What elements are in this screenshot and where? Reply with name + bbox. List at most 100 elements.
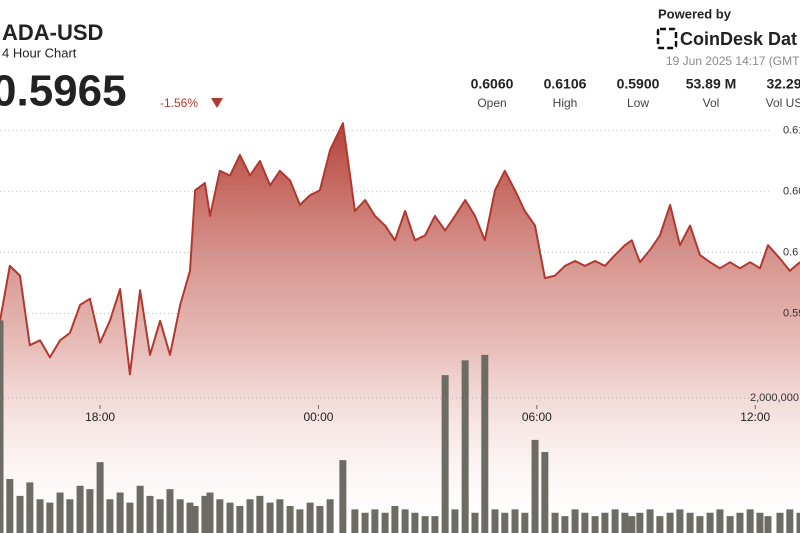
volume-bar (666, 512, 674, 533)
volume-bar (106, 499, 114, 533)
volume-bar (696, 516, 704, 533)
volume-bar (96, 462, 104, 533)
volume-bar (501, 512, 509, 533)
volume-bar (511, 509, 519, 533)
volume-bar (541, 452, 549, 533)
x-tick-label: 18:00 (85, 410, 115, 424)
volume-bar (561, 516, 569, 533)
volume-bar (421, 516, 429, 533)
volume-bar (226, 502, 234, 533)
volume-bar (176, 499, 184, 533)
volume-bar (146, 495, 154, 533)
y2-tick-label: 2,000,000 (750, 392, 799, 404)
volume-bar (531, 439, 539, 533)
volume-bar (246, 499, 254, 533)
stat-value: 53.89 M (686, 76, 737, 92)
volume-bar (401, 509, 409, 533)
volume-bar (256, 495, 264, 533)
brand-icon (656, 27, 678, 50)
stat-label: Low (627, 96, 649, 110)
timestamp: 19 Jun 2025 14:17 (GMT (666, 54, 800, 68)
volume-bar (6, 479, 14, 533)
y-tick-label: 0.595 (783, 307, 800, 319)
volume-bar (46, 502, 54, 533)
volume-bar (306, 502, 314, 533)
pair-title: ADA-USD (2, 20, 103, 45)
volume-bar (451, 509, 459, 533)
volume-bar (126, 502, 134, 533)
volume-bar (381, 512, 389, 533)
x-tick-label: 12:00 (740, 410, 770, 424)
subtitle: 4 Hour Chart (2, 45, 77, 60)
volume-bar (551, 512, 559, 533)
volume-bar (746, 509, 754, 533)
volume-bar (716, 509, 724, 533)
price-area (0, 123, 800, 533)
volume-bar (431, 516, 439, 533)
volume-bar (26, 482, 34, 533)
volume-bar (286, 506, 294, 533)
volume-bar (796, 512, 800, 533)
down-arrow (211, 98, 223, 108)
volume-bar (411, 512, 419, 533)
stat-value: 32.29 (766, 76, 800, 92)
volume-bar (441, 375, 449, 533)
y-tick-label: 0.605 (783, 185, 800, 197)
volume-bar (706, 512, 714, 533)
volume-bar (736, 512, 744, 533)
volume-bar (591, 516, 599, 533)
volume-bar (206, 492, 214, 533)
volume-bar (571, 509, 579, 533)
volume-bar (201, 495, 209, 533)
volume-bar (621, 512, 629, 533)
axes: 0.595 0.6 0.605 0.61 2,000,000 18:00 00:00 06:0… (0, 124, 800, 424)
stat-label: High (553, 96, 578, 110)
volume-bar (481, 354, 489, 533)
volume-bar (636, 512, 644, 533)
stat-label: Vol (703, 96, 720, 110)
volume-bar (216, 499, 224, 533)
stat-label: Open (477, 96, 506, 110)
volume-bar (296, 509, 304, 533)
stat-value: 0.6106 (544, 76, 587, 92)
stat-label: Vol US (766, 96, 800, 110)
volume-bar (36, 499, 44, 533)
volume-bar (756, 512, 764, 533)
volume-bar (361, 512, 369, 533)
volume-bar (166, 489, 174, 533)
volume-bar (351, 509, 359, 533)
volume-bar (391, 506, 399, 533)
last-price: 0.5965 (0, 67, 127, 116)
volume-bar (676, 509, 684, 533)
stat-value: 0.6060 (471, 76, 514, 92)
volume-bar (116, 492, 124, 533)
volume-bar (461, 360, 469, 533)
volume-bar (471, 512, 479, 533)
volume-bar (646, 509, 654, 533)
volume-bar (236, 506, 244, 533)
volume-bar (601, 512, 609, 533)
price-line (0, 122, 800, 376)
volume-bar (186, 502, 194, 533)
price-change: -1.56% (160, 96, 198, 110)
volume-bar (66, 499, 74, 533)
volume-bar (56, 492, 64, 533)
volume-bar (16, 495, 24, 533)
volume-bar (326, 499, 334, 533)
volume-bar (581, 512, 589, 533)
volume-bar (726, 516, 734, 533)
header-background (0, 0, 800, 115)
volume-bar (339, 460, 347, 533)
brand-name: CoinDesk Dat (680, 29, 797, 49)
volume-bar (316, 506, 324, 533)
volume-bar (611, 509, 619, 533)
y-tick-label: 0.6 (783, 246, 798, 258)
volume-bar (0, 320, 4, 533)
stats: 0.6060 Open 0.6106 High 0.5900 Low 53.89 M Vol 3… (471, 76, 800, 110)
volume-bar (371, 509, 379, 533)
x-tick-label: 00:00 (303, 410, 333, 424)
volume-bar (628, 516, 636, 533)
volume-bar (686, 512, 694, 533)
